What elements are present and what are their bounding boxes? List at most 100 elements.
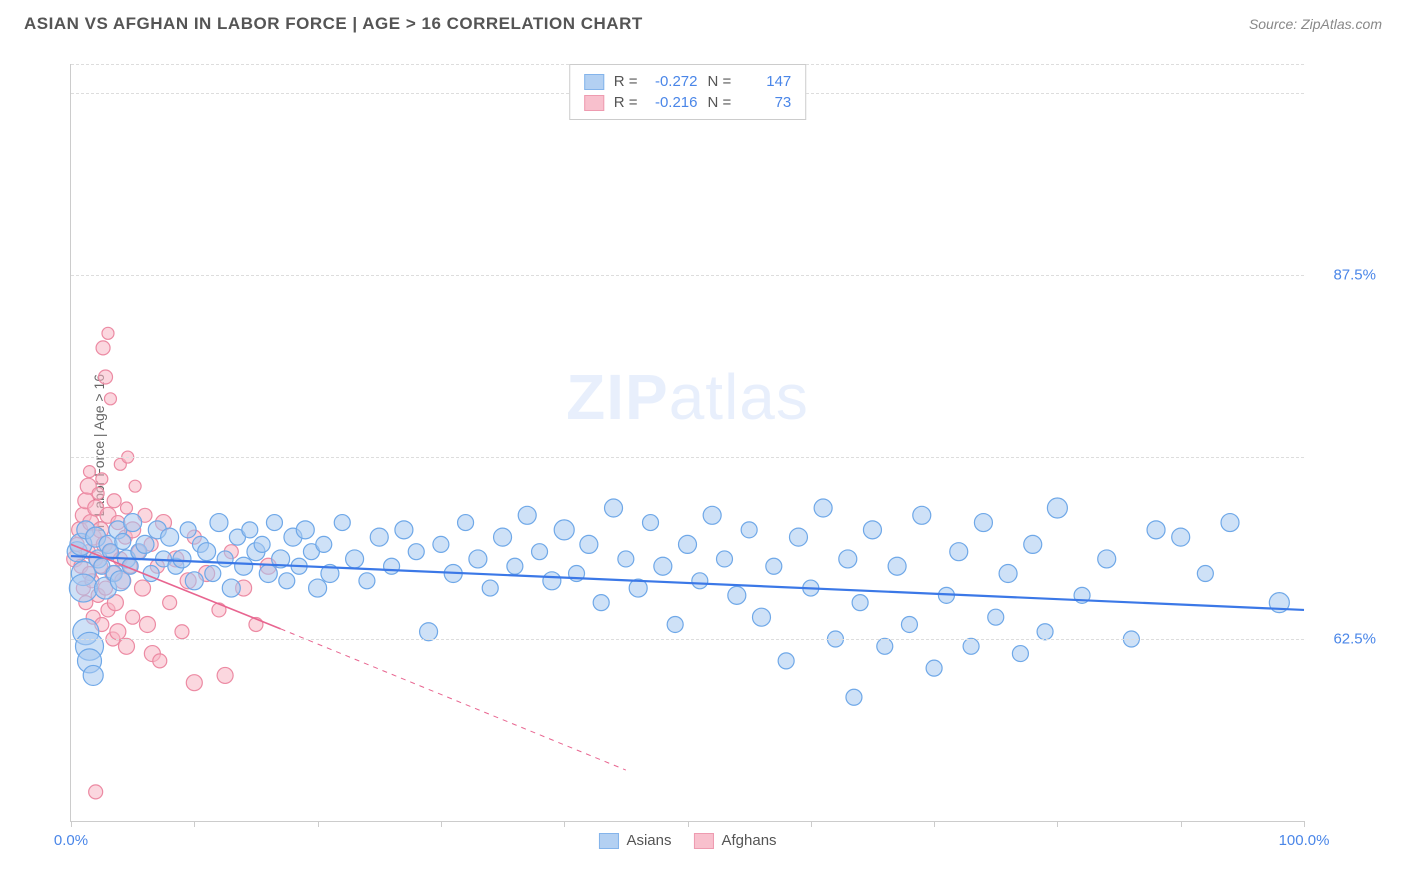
asians-point [115, 533, 131, 549]
asians-point [789, 528, 807, 546]
asians-point [259, 565, 277, 583]
afghans-point [129, 480, 141, 492]
asians-point [863, 521, 881, 539]
gridline [71, 639, 1304, 640]
asians-point [1098, 550, 1116, 568]
gridline [71, 457, 1304, 458]
asians-point [888, 557, 906, 575]
chart-container: In Labor Force | Age > 16 ZIPatlas R = -… [48, 54, 1382, 852]
x-tick [318, 821, 319, 827]
x-tick [441, 821, 442, 827]
asians-point [136, 535, 154, 553]
asians-point [950, 543, 968, 561]
asians-point [839, 550, 857, 568]
asians-point [580, 535, 598, 553]
x-tick [934, 821, 935, 827]
afghans-point [110, 624, 126, 640]
stats-legend: R = -0.272 N = 147 R = -0.216 N = 73 [569, 64, 807, 120]
asians-point [852, 595, 868, 611]
afghans-point [92, 487, 104, 499]
asians-point [494, 528, 512, 546]
asians-point [254, 536, 270, 552]
swatch-asians [584, 74, 604, 90]
asians-point [384, 558, 400, 574]
afghans-point [83, 466, 95, 478]
asians-point [692, 573, 708, 589]
asians-point [235, 557, 253, 575]
x-tick [1181, 821, 1182, 827]
y-tick-label: 62.5% [1333, 631, 1376, 648]
afghans-point [175, 625, 189, 639]
asians-point [1221, 514, 1239, 532]
x-tick-label: 0.0% [54, 832, 88, 849]
x-tick [1057, 821, 1058, 827]
asians-point [222, 579, 240, 597]
asians-point [778, 653, 794, 669]
afghans-point [118, 638, 134, 654]
asians-point [654, 557, 672, 575]
asians-point [217, 551, 233, 567]
asians-point [643, 515, 659, 531]
afghans-point [99, 370, 113, 384]
asians-point [766, 558, 782, 574]
x-tick [811, 821, 812, 827]
asians-point [877, 638, 893, 654]
x-tick [1304, 821, 1305, 827]
asians-point [346, 550, 364, 568]
x-tick [688, 821, 689, 827]
y-tick-label: 87.5% [1333, 267, 1376, 284]
x-tick [71, 821, 72, 827]
asians-point [482, 580, 498, 596]
asians-point [716, 551, 732, 567]
asians-point [814, 499, 832, 517]
asians-point [963, 638, 979, 654]
asians-point [205, 566, 221, 582]
asians-point [370, 528, 388, 546]
chart-source: Source: ZipAtlas.com [1249, 16, 1382, 32]
stats-row-asians: R = -0.272 N = 147 [584, 71, 792, 92]
asians-point [1012, 646, 1028, 662]
asians-point [279, 573, 295, 589]
legend-label-asians: Asians [626, 832, 671, 849]
legend-label-afghans: Afghans [721, 832, 776, 849]
asians-point [846, 689, 862, 705]
asians-point [679, 535, 697, 553]
asians-point [554, 520, 574, 540]
swatch-afghans [584, 95, 604, 111]
afghans-point [89, 785, 103, 799]
asians-point [266, 515, 282, 531]
stats-asians-n: 147 [741, 73, 791, 90]
asians-point [1147, 521, 1165, 539]
stats-r-label: R = [614, 94, 638, 111]
afghans-point [135, 580, 151, 596]
asians-point [703, 506, 721, 524]
afghans-point [126, 610, 140, 624]
asians-point [173, 550, 191, 568]
asians-point [124, 514, 142, 532]
asians-point [926, 660, 942, 676]
chart-title: ASIAN VS AFGHAN IN LABOR FORCE | AGE > 1… [24, 14, 643, 34]
asians-point [593, 595, 609, 611]
asians-point [518, 506, 536, 524]
chart-header: ASIAN VS AFGHAN IN LABOR FORCE | AGE > 1… [0, 0, 1406, 42]
afghans-point [163, 596, 177, 610]
afghans-point [96, 473, 108, 485]
asians-point [210, 514, 228, 532]
x-tick [564, 821, 565, 827]
afghans-point [153, 654, 167, 668]
asians-point [752, 608, 770, 626]
legend-item-afghans: Afghans [693, 832, 776, 849]
asians-point [901, 616, 917, 632]
legend-item-asians: Asians [598, 832, 671, 849]
asians-point [242, 522, 258, 538]
x-tick [194, 821, 195, 827]
asians-point [359, 573, 375, 589]
afghans-point [139, 616, 155, 632]
bottom-legend: Asians Afghans [598, 832, 776, 849]
asians-point [605, 499, 623, 517]
afghans-point [120, 502, 132, 514]
asians-point [408, 544, 424, 560]
asians-point [83, 665, 103, 685]
asians-point [309, 579, 327, 597]
stats-n-label: N = [708, 73, 732, 90]
